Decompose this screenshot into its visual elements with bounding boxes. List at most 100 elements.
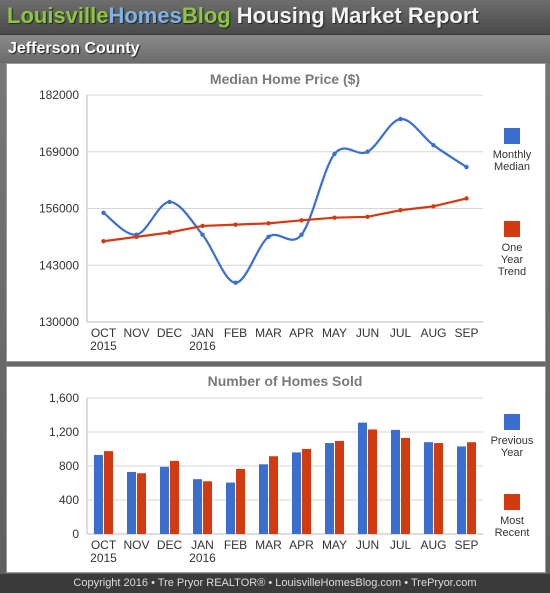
data-point (266, 234, 271, 240)
legend-label: Trend (498, 266, 526, 278)
x-tick-label: MAR (255, 326, 282, 340)
data-point (398, 208, 403, 213)
bar (325, 443, 334, 534)
y-tick-label: 143000 (39, 258, 79, 272)
median-price-panel: Median Home Price ($) 130000 143000 156000 1… (6, 63, 546, 362)
header-bar: LouisvilleHomesBlog Housing Market Report (0, 0, 550, 35)
bar (137, 473, 146, 534)
bar (467, 442, 476, 534)
y-tick-label: 182000 (39, 88, 79, 102)
x-tick-sublabel: 2016 (189, 551, 216, 565)
legend-label: Year (501, 254, 524, 266)
report-heading: Housing Market Report (236, 3, 479, 28)
x-tick-label: MAY (322, 326, 347, 340)
data-point (365, 214, 370, 219)
data-point (332, 151, 337, 157)
bar (170, 460, 179, 534)
x-tick-label: SEP (454, 538, 478, 552)
x-tick-label: NOV (123, 326, 149, 340)
x-tick-label: OCT (91, 538, 117, 552)
x-tick-label: APR (289, 326, 314, 340)
brand-homes: Homes (108, 3, 182, 28)
x-tick-label: MAY (322, 538, 347, 552)
bar (358, 422, 367, 534)
chart-title: Number of Homes Sold (208, 373, 363, 389)
bar (292, 452, 301, 534)
bar (236, 468, 245, 534)
region-label: Jefferson County (8, 40, 140, 57)
bar (368, 429, 377, 534)
data-point (365, 149, 370, 154)
data-point (134, 234, 139, 240)
bar (259, 464, 268, 534)
bar (160, 466, 169, 534)
y-tick-label: 0 (72, 527, 79, 541)
bar (424, 442, 433, 534)
series-line-0 (102, 117, 468, 284)
legend-label: Year (501, 447, 524, 459)
bar (226, 482, 235, 534)
bar (457, 446, 466, 534)
homes-sold-chart: Number of Homes Sold 0 400 800 1,200 1,600 OCT… (49, 373, 534, 565)
x-tick-label: JUL (390, 326, 412, 340)
data-point (431, 143, 436, 148)
legend-swatch (504, 494, 520, 510)
x-tick-label: JAN (191, 326, 214, 340)
bar (269, 456, 278, 534)
legend-label: One (502, 242, 523, 254)
brand-louisville: Louisville (7, 3, 109, 28)
brand-blog: Blog (181, 3, 231, 28)
x-tick-sublabel: 2015 (90, 551, 117, 565)
x-tick-label: AUG (420, 326, 446, 340)
series-line-1 (103, 197, 467, 243)
x-tick-label: SEP (454, 326, 478, 340)
median-price-chart: Median Home Price ($) 130000 143000 156000 1… (39, 71, 532, 353)
y-tick-label: 800 (59, 459, 79, 473)
data-point (299, 218, 304, 223)
bar (94, 454, 103, 534)
data-point (167, 199, 172, 205)
data-point (101, 239, 106, 244)
data-point (200, 223, 205, 229)
data-point (101, 210, 106, 216)
bar (127, 471, 136, 534)
legend-swatch (504, 414, 520, 430)
bar (302, 449, 311, 534)
x-tick-sublabel: 2016 (189, 339, 216, 353)
x-tick-label: JUL (390, 538, 412, 552)
data-point (332, 215, 337, 220)
data-point (200, 232, 205, 237)
data-point (233, 222, 238, 227)
region-bar (0, 35, 550, 63)
data-point (266, 221, 271, 226)
bar (391, 429, 400, 534)
x-tick-label: JAN (191, 538, 214, 552)
data-point (167, 230, 172, 235)
bar (104, 451, 113, 534)
data-point (464, 164, 469, 170)
x-tick-label: FEB (224, 326, 247, 340)
x-tick-label: OCT (91, 326, 117, 340)
y-tick-label: 1,200 (49, 425, 79, 439)
data-point (299, 232, 304, 237)
y-tick-label: 130000 (39, 315, 79, 329)
x-tick-label: DEC (157, 538, 183, 552)
legend-label: Median (494, 161, 530, 173)
chart-title: Median Home Price ($) (210, 71, 360, 87)
legend-label: Monthly (493, 149, 532, 161)
y-tick-label: 400 (59, 493, 79, 507)
legend-label: Previous (491, 435, 534, 447)
bar (193, 479, 202, 534)
y-tick-label: 1,600 (49, 391, 79, 405)
data-point (233, 280, 238, 285)
y-tick-label: 169000 (39, 145, 79, 159)
x-tick-label: JUN (356, 326, 379, 340)
legend-swatch (504, 128, 520, 144)
x-tick-label: NOV (123, 538, 149, 552)
data-point (431, 204, 436, 209)
footer-copyright: Copyright 2016 • Tre Pryor REALTOR® • Lo… (0, 574, 550, 593)
report-title: LouisvilleHomesBlog Housing Market Report (7, 3, 479, 29)
legend-label: Recent (495, 527, 530, 539)
x-tick-label: DEC (157, 326, 183, 340)
